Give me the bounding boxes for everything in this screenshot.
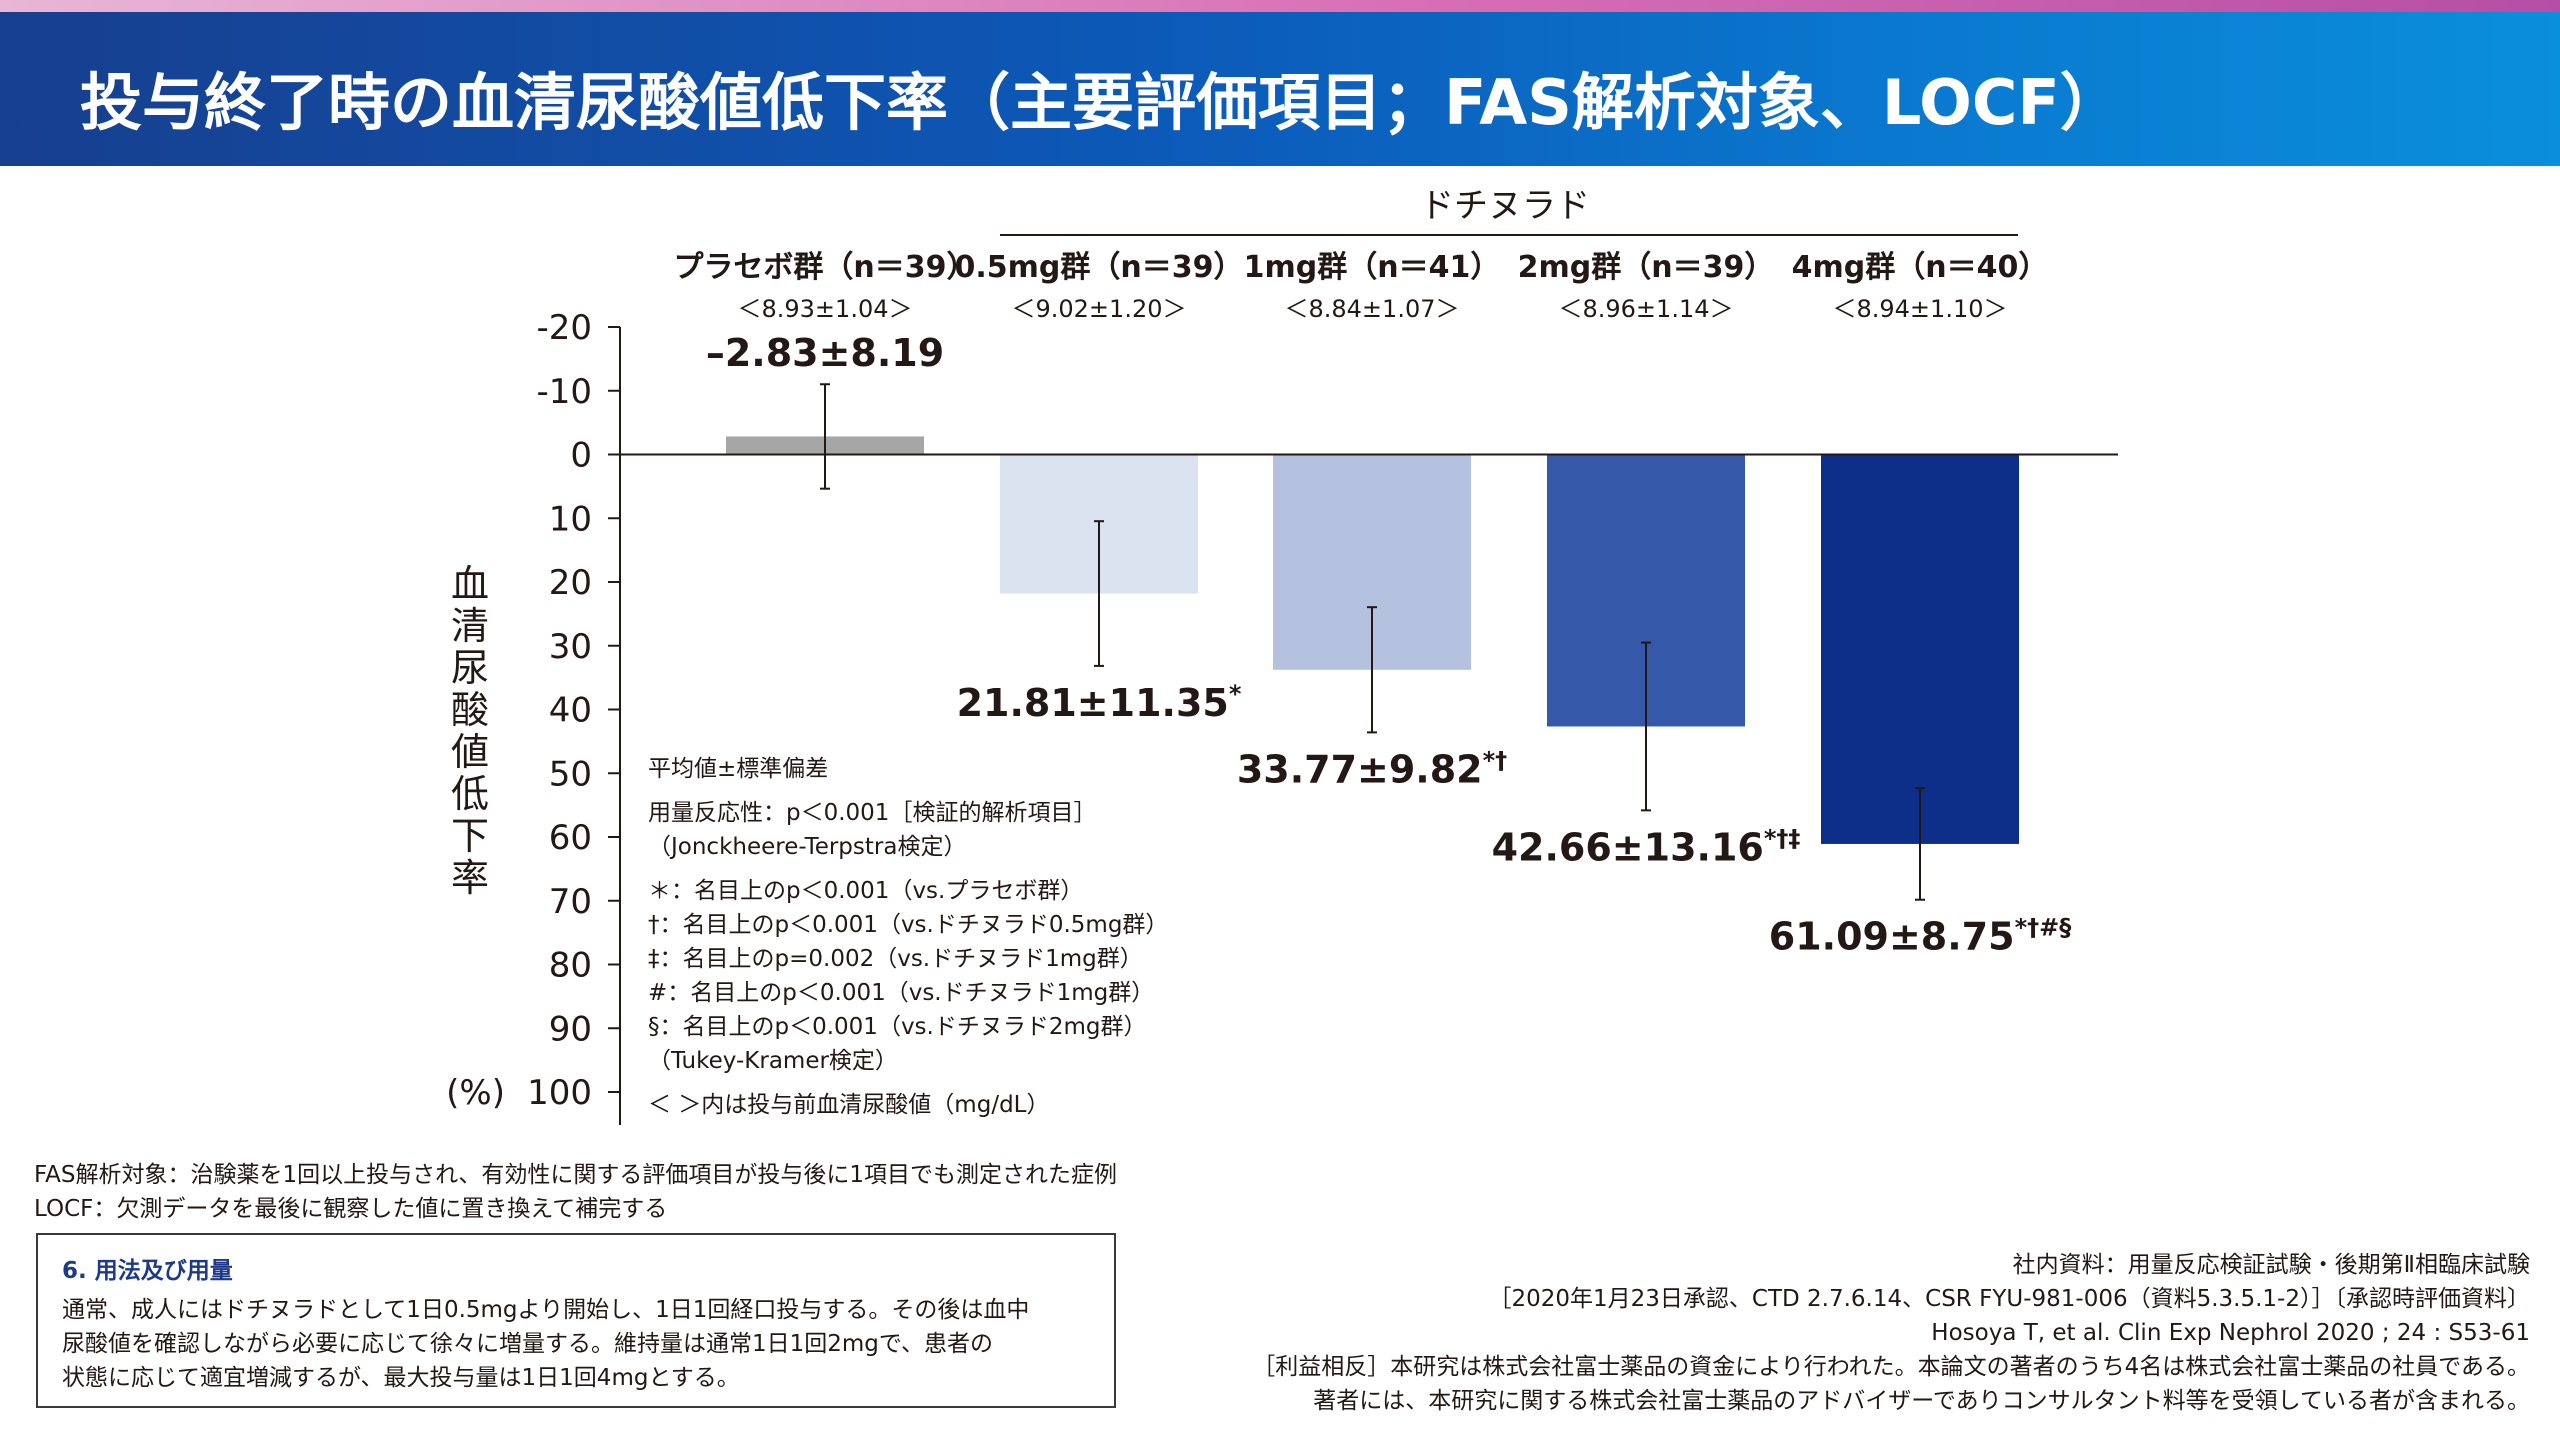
dosage-heading: 6. 用法及び用量 (62, 1258, 233, 1284)
y-axis-title-char: 尿 (451, 646, 489, 690)
title-bar: 投与終了時の血清尿酸値低下率（主要評価項目；FAS解析対象、LOCF） (0, 12, 2560, 166)
group-label: ドチヌラド (1420, 186, 1590, 226)
significance-note-1: ＊：名目上のp＜0.001（vs.プラセボ群） (648, 878, 1084, 904)
references: 社内資料：用量反応検証試験・後期第Ⅱ相臨床試験 ［2020年1月23日承認、CT… (1252, 1248, 2530, 1418)
y-axis-title-char: 酸 (451, 688, 489, 732)
dosage-line-1: 通常、成人にはドチヌラドとして1日0.5mgより開始し、1日1回経口投与する。そ… (62, 1297, 1030, 1323)
category-label: 0.5mg群（n＝39） (955, 250, 1244, 285)
y-tick-label: 60 (549, 818, 592, 858)
value-label: 33.77±9.82*† (1237, 746, 1507, 791)
baseline-label: ＜9.02±1.20＞ (1012, 295, 1187, 323)
dose-response-note: 用量反応性：p＜0.001［検証的解析項目］ (648, 800, 1097, 826)
dose-response-test-note: （Jonckheere-Terpstra検定） (648, 834, 967, 860)
stat-note: 平均値±標準偏差 (648, 756, 829, 782)
baseline-label: ＜8.96±1.14＞ (1559, 295, 1734, 323)
dosage-line-3: 状態に応じて適宜増減するが、最大投与量は1日1回4mgとする。 (62, 1365, 740, 1391)
y-axis-title-char: 率 (451, 856, 489, 900)
y-axis-title-char: 清 (451, 604, 489, 648)
locf-footnote: LOCF：欠測データを最後に観察した値に置き換えて補完する (34, 1196, 668, 1222)
y-tick-label: 90 (549, 1009, 592, 1049)
category-label: 4mg群（n＝40） (1792, 250, 2049, 285)
significance-note-2: †：名目上のp＜0.001（vs.ドチヌラド0.5mg群） (648, 912, 1169, 938)
value-label: 42.66±13.16*†‡ (1492, 824, 1801, 869)
category-label: 1mg群（n＝41） (1244, 250, 1501, 285)
reference-line-4: ［利益相反］本研究は株式会社富士薬品の資金により行われた。本論文の著者のうち4名… (1252, 1354, 2530, 1380)
reference-line-2: ［2020年1月23日承認、CTD 2.7.6.14、CSR FYU-981-0… (1488, 1286, 2530, 1312)
category-label: 2mg群（n＝39） (1518, 250, 1775, 285)
significance-note-3: ‡：名目上のp=0.002（vs.ドチヌラド1mg群） (648, 946, 1143, 972)
top-accent-stripe (0, 0, 2560, 12)
y-axis-title-char: 下 (451, 814, 489, 858)
y-tick-label: 20 (549, 563, 592, 603)
y-axis-title-char: 血 (451, 562, 489, 606)
baseline-label: ＜8.84±1.07＞ (1285, 295, 1460, 323)
dosage-line-2: 尿酸値を確認しながら必要に応じて徐々に増量する。維持量は通常1日1回2mgで、患… (62, 1331, 993, 1357)
y-tick-label: 0 (570, 436, 592, 476)
tukey-note: （Tukey-Kramer検定） (648, 1048, 898, 1074)
category-label: プラセボ群（n＝39） (673, 250, 976, 285)
y-tick-label: -20 (536, 308, 592, 348)
y-tick-label: 100 (527, 1073, 592, 1113)
baseline-label: ＜8.93±1.04＞ (738, 295, 913, 323)
y-unit-label: (%) (446, 1073, 505, 1113)
fas-footnote: FAS解析対象：治験薬を1回以上投与され、有効性に関する評価項目が投与後に1項目… (34, 1162, 1117, 1188)
baseline-label: ＜8.94±1.10＞ (1833, 295, 2008, 323)
y-tick-label: 80 (549, 946, 592, 986)
chart-legend-notes: 平均値±標準偏差 用量反応性：p＜0.001［検証的解析項目］ （Jonckhe… (648, 752, 1168, 1122)
page-title: 投与終了時の血清尿酸値低下率（主要評価項目；FAS解析対象、LOCF） (80, 66, 2122, 139)
footnotes: FAS解析対象：治験薬を1回以上投与され、有効性に関する評価項目が投与後に1項目… (34, 1158, 1117, 1226)
significance-note-5: §：名目上のp＜0.001（vs.ドチヌラド2mg群） (648, 1014, 1147, 1040)
reference-line-3: Hosoya T, et al. Clin Exp Nephrol 2020 ;… (1931, 1320, 2530, 1346)
y-tick-label: 10 (549, 499, 592, 539)
y-axis-title-char: 値 (451, 730, 489, 774)
y-tick-label: -10 (536, 372, 592, 412)
baseline-note: ＜ ＞内は投与前血清尿酸値（mg/dL） (648, 1092, 1050, 1118)
reference-line-5: 著者には、本研究に関する株式会社富士薬品のアドバイザーでありコンサルタント料等を… (1313, 1388, 2530, 1414)
y-axis-title-char: 低 (451, 772, 489, 816)
y-tick-label: 70 (549, 882, 592, 922)
value-label: 61.09±8.75*†#§ (1769, 914, 2071, 959)
value-label: 21.81±11.35* (957, 680, 1242, 725)
reference-line-1: 社内資料：用量反応検証試験・後期第Ⅱ相臨床試験 (2012, 1252, 2530, 1278)
y-tick-label: 40 (549, 691, 592, 731)
y-tick-label: 30 (549, 627, 592, 667)
bar-chart: -20 -10 0 10 20 30 40 50 60 70 80 90 100 (%) 血清尿酸値低下率 –… (446, 186, 2118, 1125)
significance-note-4: #：名目上のp＜0.001（vs.ドチヌラド1mg群） (648, 980, 1155, 1006)
bar (1821, 454, 2019, 844)
value-label: –2.83±8.19 (706, 331, 944, 375)
dosage-box: 6. 用法及び用量 通常、成人にはドチヌラドとして1日0.5mgより開始し、1日… (36, 1233, 1116, 1408)
y-tick-label: 50 (549, 754, 592, 794)
